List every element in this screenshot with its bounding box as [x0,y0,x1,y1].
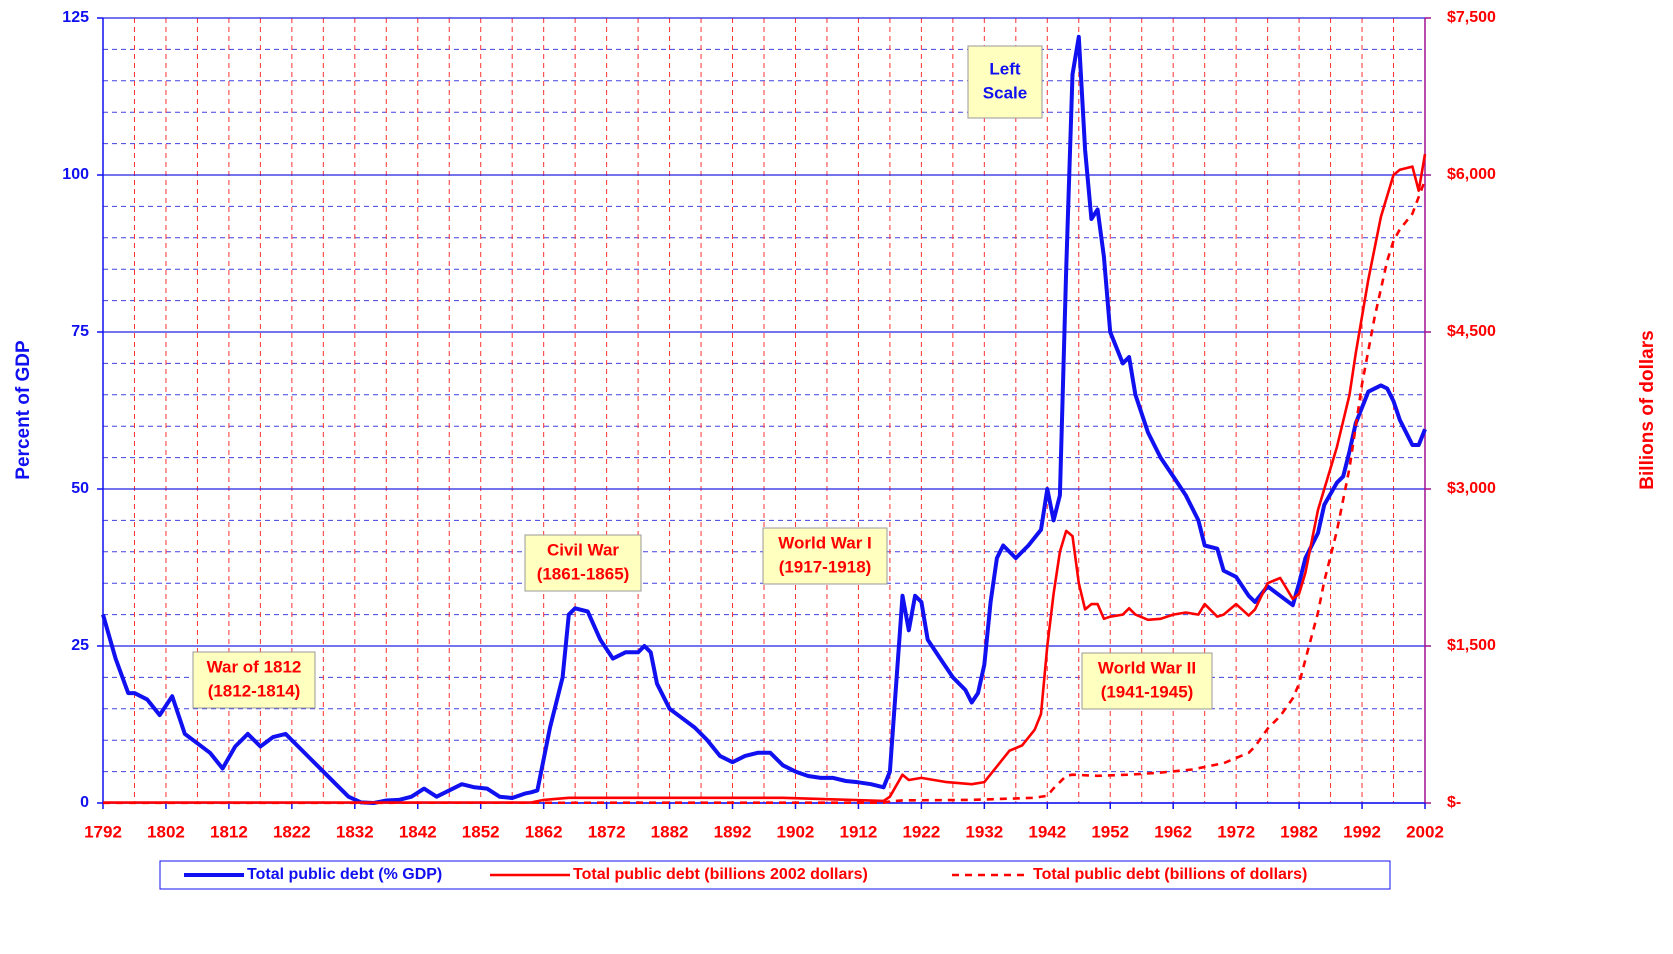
annotation-box [524,534,642,592]
x-tick-label: 1862 [525,822,563,841]
annotation-text: War of 1812 [207,657,302,676]
y2-tick-label: $6,000 [1447,166,1496,183]
x-tick-label: 1822 [273,822,311,841]
annotation-text: Scale [983,83,1027,102]
y-tick-label: 125 [62,9,89,26]
y-tick-label: 0 [80,794,89,811]
x-tick-label: 1992 [1343,822,1381,841]
annotation-text: World War I [778,533,872,552]
annotation-text: World War II [1098,658,1196,677]
annotation-box [762,527,888,585]
x-tick-label: 1882 [651,822,689,841]
x-tick-label: 1962 [1154,822,1192,841]
x-tick-label: 1942 [1028,822,1066,841]
y-axis-label: Percent of GDP [13,340,34,480]
y2-tick-label: $7,500 [1447,9,1496,26]
legend-label: Total public debt (billions 2002 dollars… [573,866,868,883]
legend-box [159,860,1391,890]
annotation-box [1081,652,1213,710]
x-tick-label: 1802 [147,822,185,841]
annotation-text: (1917-1918) [779,557,872,576]
x-tick-label: 1832 [336,822,374,841]
y2-tick-label: $1,500 [1447,637,1496,654]
y-tick-label: 100 [62,166,89,183]
y2-tick-label: $- [1447,794,1461,811]
y2-tick-label: $3,000 [1447,480,1496,497]
y-tick-label: 75 [71,323,89,340]
x-tick-label: 1972 [1217,822,1255,841]
annotation-box [192,651,316,709]
x-tick-label: 1842 [399,822,437,841]
legend-label: Total public debt (billions of dollars) [1033,866,1307,883]
series-line [103,153,1427,804]
x-tick-label: 1902 [777,822,815,841]
x-tick-label: 2002 [1406,822,1444,841]
x-tick-label: 1952 [1091,822,1129,841]
x-tick-label: 1932 [965,822,1003,841]
annotation-text: (1941-1945) [1101,682,1194,701]
x-tick-label: 1982 [1280,822,1318,841]
annotation-text: (1861-1865) [537,564,630,583]
x-tick-label: 1812 [210,822,248,841]
x-tick-label: 1852 [462,822,500,841]
series-line [102,179,1427,805]
y2-tick-label: $4,500 [1447,323,1496,340]
x-tick-label: 1792 [84,822,122,841]
x-tick-label: 1922 [902,822,940,841]
y-tick-label: 25 [71,637,89,654]
annotation-text: Civil War [547,540,619,559]
x-tick-label: 1912 [840,822,878,841]
y-tick-label: 50 [71,480,89,497]
annotation-text: Left [989,59,1021,78]
legend-label: Total public debt (% GDP) [247,866,442,883]
annotation-box [967,45,1043,119]
y2-axis-label: Billions of dollars [1637,330,1658,489]
x-tick-label: 1872 [588,822,626,841]
annotation-text: (1812-1814) [208,681,301,700]
x-tick-label: 1892 [714,822,752,841]
